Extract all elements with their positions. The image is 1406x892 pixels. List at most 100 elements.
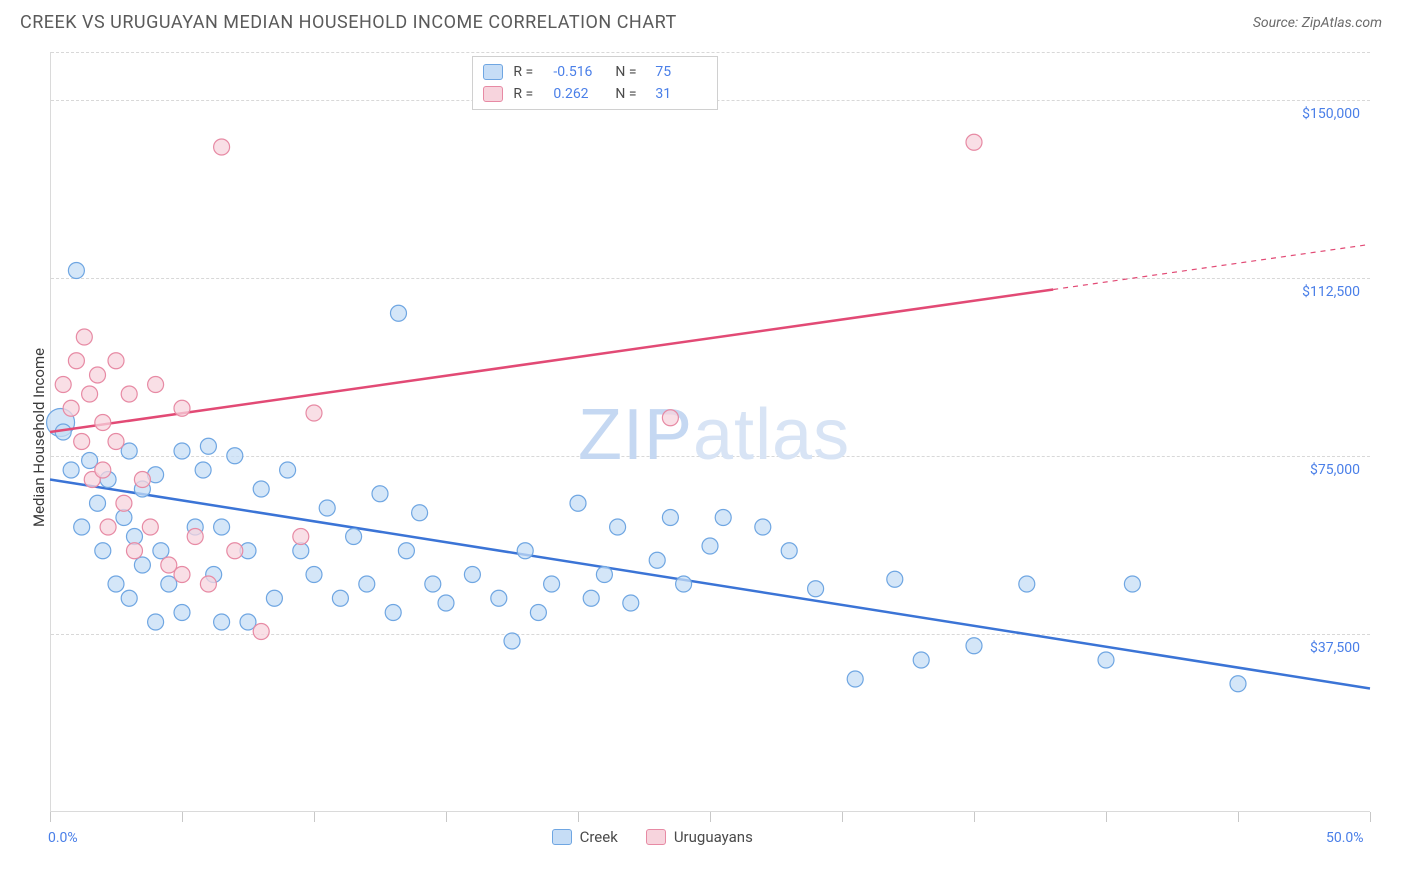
data-point[interactable] (319, 500, 335, 516)
data-point[interactable] (174, 567, 190, 583)
data-point[interactable] (1230, 676, 1246, 692)
data-point[interactable] (662, 510, 678, 526)
data-point[interactable] (676, 576, 692, 592)
data-point[interactable] (74, 434, 90, 450)
data-point[interactable] (1124, 576, 1140, 592)
data-point[interactable] (116, 495, 132, 511)
data-point[interactable] (385, 605, 401, 621)
data-point[interactable] (266, 590, 282, 606)
data-point[interactable] (174, 400, 190, 416)
data-point[interactable] (214, 139, 230, 155)
data-point[interactable] (530, 605, 546, 621)
data-point[interactable] (649, 552, 665, 568)
x-tick (314, 812, 315, 822)
data-point[interactable] (195, 462, 211, 478)
data-point[interactable] (966, 134, 982, 150)
data-point[interactable] (68, 263, 84, 279)
data-point[interactable] (126, 529, 142, 545)
data-point[interactable] (306, 567, 322, 583)
data-point[interactable] (55, 377, 71, 393)
data-point[interactable] (100, 519, 116, 535)
data-point[interactable] (227, 543, 243, 559)
data-point[interactable] (90, 495, 106, 511)
data-point[interactable] (116, 510, 132, 526)
data-point[interactable] (95, 543, 111, 559)
legend-item[interactable]: Uruguayans (646, 828, 753, 846)
data-point[interactable] (755, 519, 771, 535)
data-point[interactable] (253, 624, 269, 640)
chart-header: CREEK VS URUGUAYAN MEDIAN HOUSEHOLD INCO… (0, 0, 1406, 41)
data-point[interactable] (95, 415, 111, 431)
data-point[interactable] (227, 448, 243, 464)
data-point[interactable] (134, 557, 150, 573)
data-point[interactable] (293, 529, 309, 545)
legend-item[interactable]: Creek (552, 828, 618, 846)
data-point[interactable] (390, 305, 406, 321)
data-point[interactable] (596, 567, 612, 583)
data-point[interactable] (253, 481, 269, 497)
data-point[interactable] (134, 472, 150, 488)
data-point[interactable] (398, 543, 414, 559)
data-point[interactable] (1098, 652, 1114, 668)
data-point[interactable] (214, 614, 230, 630)
data-point[interactable] (808, 581, 824, 597)
data-point[interactable] (63, 400, 79, 416)
data-point[interactable] (491, 590, 507, 606)
data-point[interactable] (200, 576, 216, 592)
data-point[interactable] (517, 543, 533, 559)
data-point[interactable] (68, 353, 84, 369)
data-point[interactable] (148, 377, 164, 393)
data-point[interactable] (570, 495, 586, 511)
data-point[interactable] (438, 595, 454, 611)
data-point[interactable] (847, 671, 863, 687)
x-axis-min-label: 0.0% (48, 830, 78, 846)
trend-line (50, 480, 1370, 689)
data-point[interactable] (95, 462, 111, 478)
data-point[interactable] (142, 519, 158, 535)
data-point[interactable] (153, 543, 169, 559)
data-point[interactable] (372, 486, 388, 502)
data-point[interactable] (715, 510, 731, 526)
data-point[interactable] (346, 529, 362, 545)
data-point[interactable] (583, 590, 599, 606)
data-point[interactable] (108, 434, 124, 450)
data-point[interactable] (464, 567, 480, 583)
data-point[interactable] (74, 519, 90, 535)
data-point[interactable] (1019, 576, 1035, 592)
data-point[interactable] (108, 576, 124, 592)
data-point[interactable] (280, 462, 296, 478)
data-point[interactable] (425, 576, 441, 592)
data-point[interactable] (90, 367, 106, 383)
data-point[interactable] (187, 529, 203, 545)
data-point[interactable] (662, 410, 678, 426)
data-point[interactable] (610, 519, 626, 535)
data-point[interactable] (293, 543, 309, 559)
data-point[interactable] (702, 538, 718, 554)
data-point[interactable] (887, 571, 903, 587)
data-point[interactable] (148, 614, 164, 630)
data-point[interactable] (63, 462, 79, 478)
data-point[interactable] (966, 638, 982, 654)
data-point[interactable] (76, 329, 92, 345)
data-point[interactable] (781, 543, 797, 559)
legend-n-label: N = (615, 83, 645, 105)
data-point[interactable] (108, 353, 124, 369)
data-point[interactable] (306, 405, 322, 421)
data-point[interactable] (359, 576, 375, 592)
data-point[interactable] (504, 633, 520, 649)
data-point[interactable] (214, 519, 230, 535)
data-point[interactable] (200, 438, 216, 454)
data-point[interactable] (544, 576, 560, 592)
data-point[interactable] (174, 443, 190, 459)
data-point[interactable] (121, 590, 137, 606)
data-point[interactable] (913, 652, 929, 668)
data-point[interactable] (332, 590, 348, 606)
legend-swatch (483, 86, 503, 102)
data-point[interactable] (82, 386, 98, 402)
data-point[interactable] (412, 505, 428, 521)
data-point[interactable] (121, 386, 137, 402)
data-point[interactable] (623, 595, 639, 611)
data-point[interactable] (126, 543, 142, 559)
legend-n-value: 31 (655, 83, 707, 105)
data-point[interactable] (174, 605, 190, 621)
